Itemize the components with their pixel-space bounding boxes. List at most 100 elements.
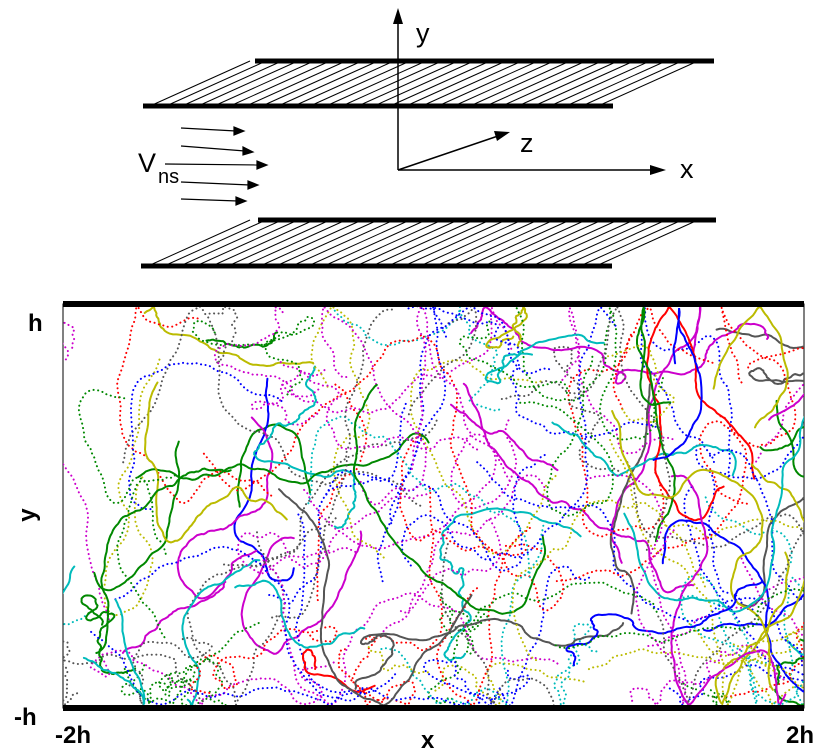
- particle-trajectory: [368, 487, 444, 652]
- particle-trajectory: [554, 588, 804, 650]
- particle-trajectory: [485, 304, 528, 349]
- particle-trajectory: [759, 399, 804, 478]
- flow-arrows: [164, 126, 269, 206]
- particle-trajectory: [205, 331, 279, 349]
- x-right-label: 2h: [786, 722, 814, 749]
- particle-trajectory: [612, 306, 714, 410]
- particle-trajectory: [711, 619, 804, 698]
- particle-trajectory: [250, 369, 326, 426]
- particle-trajectory: [435, 526, 533, 708]
- plate-hatch-line: [165, 60, 267, 107]
- particle-trajectory: [427, 581, 658, 705]
- particle-trajectory: [438, 591, 489, 655]
- particle-trajectory: [746, 346, 804, 369]
- plate-hatch-line: [597, 60, 699, 107]
- particle-trajectory: [191, 315, 316, 397]
- particle-trajectory: [703, 593, 804, 632]
- particle-trajectory: [551, 421, 737, 477]
- particle-trajectory: [652, 307, 703, 461]
- plate-hatch-line: [435, 219, 539, 267]
- flow-velocity-label: V: [138, 148, 156, 178]
- plate-hatch-line: [595, 219, 699, 267]
- particle-trajectory: [753, 627, 804, 645]
- plate-hatch-line: [483, 219, 587, 267]
- plate-hatch-line: [453, 60, 555, 107]
- particle-trajectory: [645, 306, 756, 522]
- particle-trajectory: [440, 543, 556, 708]
- axis-x-label: x: [680, 154, 694, 184]
- particle-trajectory: [303, 419, 518, 550]
- plate-hatch-line: [581, 60, 683, 107]
- plate-hatch-line: [245, 60, 347, 107]
- particle-trajectory: [281, 304, 515, 414]
- particle-trajectory: [629, 644, 785, 708]
- plate-hatch-line: [163, 219, 267, 267]
- plate-hatch-line: [275, 219, 379, 267]
- channel-schematic: y z x V ns: [138, 8, 716, 269]
- particle-trajectory: [157, 673, 211, 707]
- particle-trajectory: [93, 440, 181, 592]
- plate-hatch-line: [517, 60, 619, 107]
- particle-trajectory: [470, 305, 770, 385]
- plate-hatch-line: [293, 60, 395, 107]
- particle-trajectory: [657, 524, 804, 707]
- plate-hatch-line: [149, 60, 251, 107]
- particle-trajectory: [484, 333, 605, 385]
- particle-trajectory: [740, 557, 804, 638]
- particle-trajectory: [626, 461, 804, 549]
- particle-trajectory: [611, 410, 774, 691]
- particle-trajectory: [587, 631, 801, 671]
- x-axis-label: x: [421, 727, 435, 750]
- plate-hatch-line: [291, 219, 395, 267]
- plate-hatch-line: [357, 60, 459, 107]
- particle-trajectory: [352, 383, 547, 615]
- particle-trajectory: [688, 622, 804, 706]
- particle-trajectory: [410, 305, 511, 482]
- particle-trajectory: [240, 530, 363, 655]
- particle-trajectory: [90, 630, 398, 707]
- particle-trajectory: [165, 658, 227, 707]
- particle-trajectory: [122, 304, 425, 508]
- particle-trajectory: [561, 306, 674, 455]
- plate-hatch-line: [419, 219, 523, 267]
- plate-hatch-line: [467, 219, 571, 267]
- particle-trajectory: [204, 304, 239, 364]
- plate-hatch-line: [515, 219, 619, 267]
- plate-hatch-line: [339, 219, 443, 267]
- particle-trajectory: [555, 420, 752, 583]
- plate-hatch-line: [355, 219, 459, 267]
- particle-trajectory: [279, 361, 482, 453]
- particle-trajectory: [294, 513, 472, 707]
- particle-trajectory: [748, 674, 804, 707]
- particle-trajectory: [324, 454, 546, 572]
- particle-trajectories: [63, 304, 804, 708]
- particle-trajectory: [121, 622, 260, 706]
- particle-trajectory: [661, 519, 804, 693]
- plate-hatch-line: [469, 60, 571, 107]
- particle-trajectory: [709, 449, 804, 601]
- plate-hatch-line: [565, 60, 667, 107]
- particle-trajectory: [719, 435, 804, 480]
- particle-trajectory: [515, 307, 664, 441]
- particle-trajectory: [607, 344, 676, 424]
- particle-trajectory: [181, 559, 261, 706]
- particle-trajectory: [407, 305, 478, 416]
- particle-trajectory: [500, 565, 590, 708]
- plate-hatch-line: [501, 60, 603, 107]
- particle-trajectory: [63, 462, 110, 621]
- particle-trajectory: [63, 640, 204, 706]
- plate-hatch-line: [227, 219, 331, 267]
- particle-trajectory: [398, 431, 527, 557]
- particle-trajectory: [670, 474, 787, 706]
- particle-trajectory: [623, 415, 804, 613]
- particle-trajectory: [399, 518, 502, 614]
- particle-trajectory: [609, 439, 786, 707]
- particle-trajectory: [120, 661, 197, 705]
- particle-trajectory: [682, 682, 730, 708]
- plate-hatch-line: [243, 219, 347, 267]
- plot-frame: [62, 303, 805, 709]
- particle-trajectory: [82, 598, 146, 708]
- particle-trajectory: [236, 493, 428, 575]
- particle-trajectory: [260, 555, 560, 707]
- particle-trajectory: [732, 643, 804, 689]
